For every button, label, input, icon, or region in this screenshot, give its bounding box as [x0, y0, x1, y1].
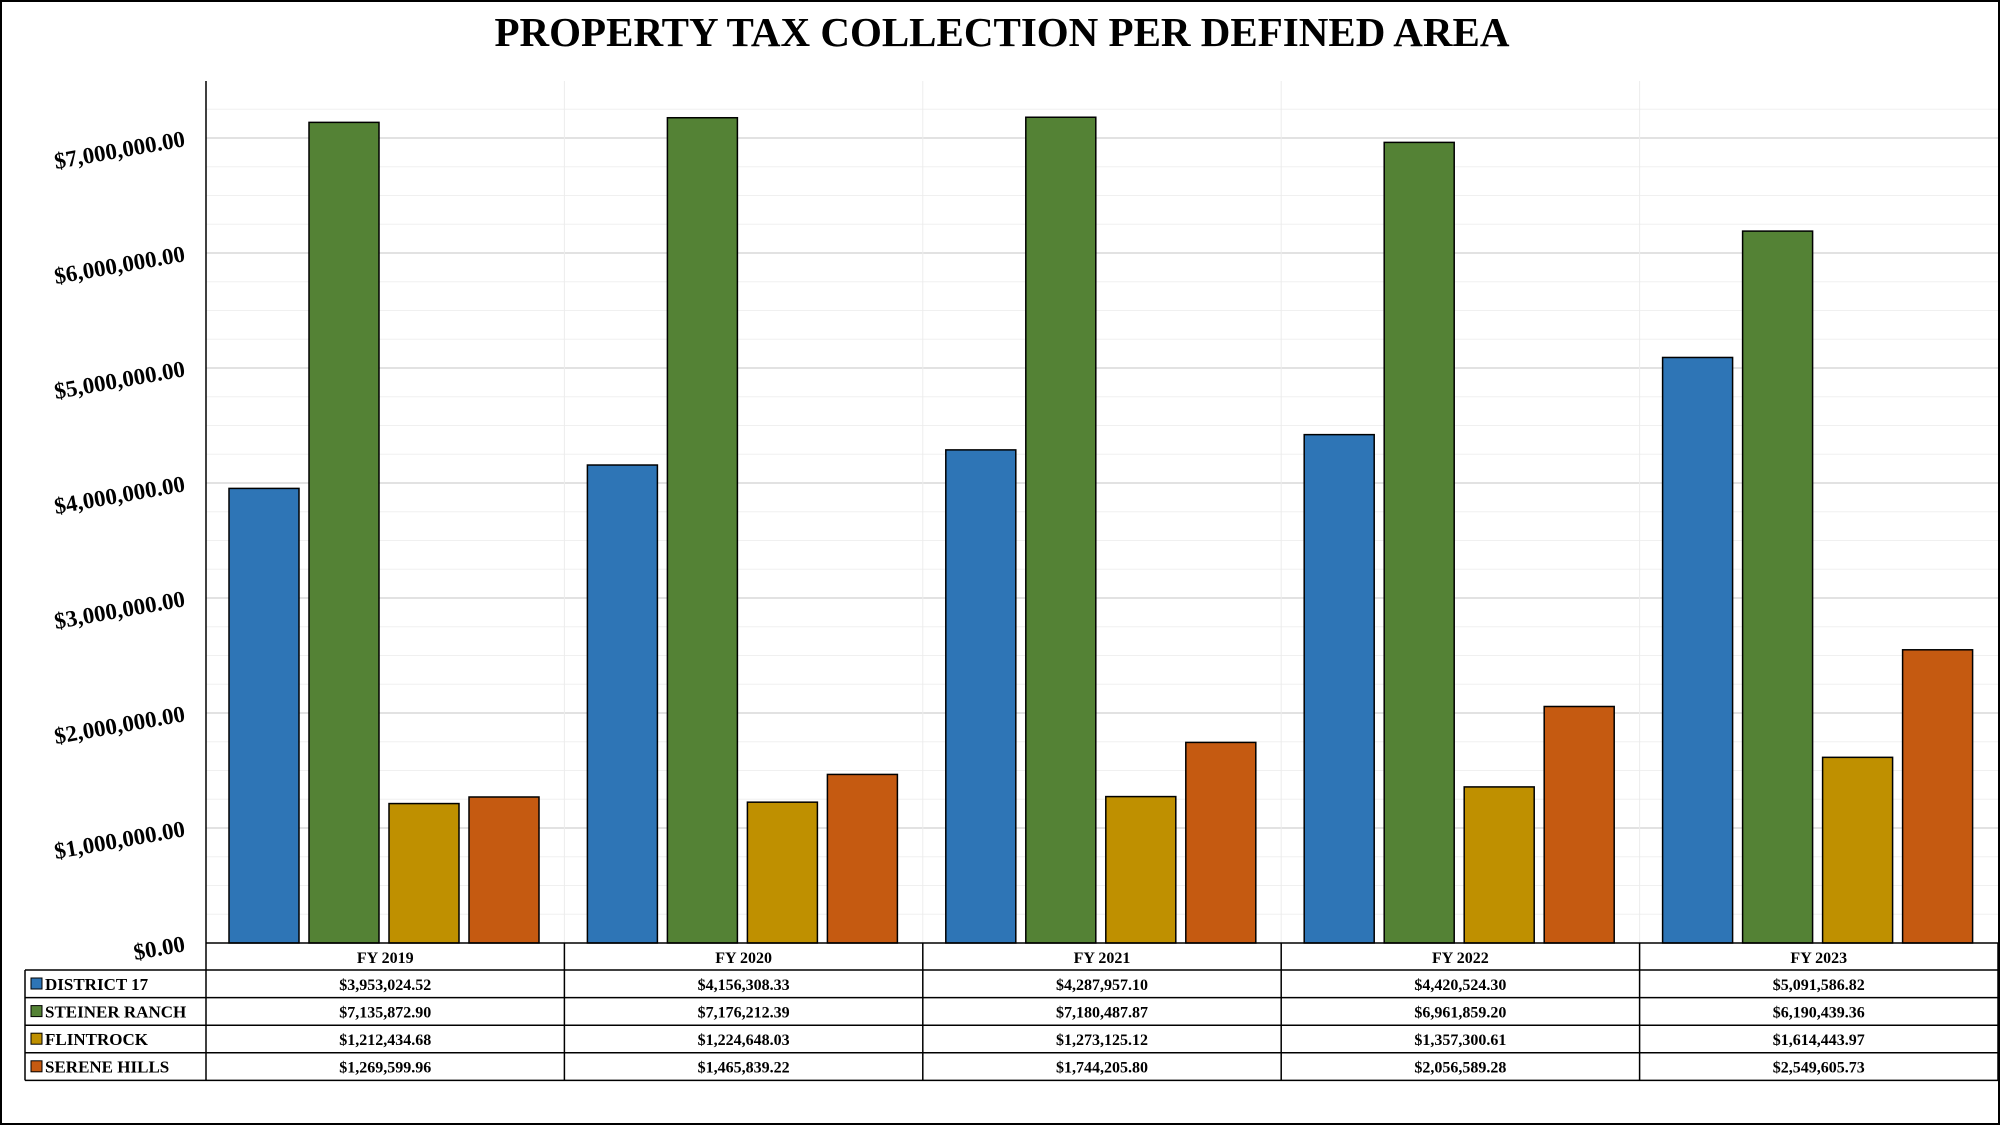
data-label: $7,135,872.90 — [339, 1004, 431, 1021]
bar — [1543, 705, 1615, 944]
legend-label: FLINTROCK — [45, 1030, 149, 1049]
y-tick-label: $5,000,000.00 — [52, 356, 187, 404]
bars — [228, 116, 1974, 944]
bar — [826, 773, 899, 944]
bar — [746, 801, 819, 944]
bar — [468, 796, 540, 944]
bar — [1303, 433, 1375, 944]
bar — [1383, 141, 1455, 944]
y-tick-label: $2,000,000.00 — [52, 701, 187, 749]
category-label: FY 2023 — [1790, 950, 1847, 967]
data-label: $1,224,648.03 — [698, 1032, 790, 1049]
bar — [666, 116, 739, 944]
bar — [388, 802, 460, 944]
data-label: $1,269,599.96 — [339, 1060, 431, 1077]
bar — [1025, 116, 1097, 944]
data-label: $6,961,859.20 — [1414, 1004, 1506, 1021]
category-label: FY 2021 — [1074, 950, 1131, 967]
category-label: FY 2022 — [1432, 950, 1489, 967]
data-label: $4,156,308.33 — [698, 977, 790, 994]
data-label: $4,287,957.10 — [1056, 977, 1148, 994]
bar — [1463, 786, 1535, 944]
data-label: $1,273,125.12 — [1056, 1032, 1148, 1049]
data-label: $1,212,434.68 — [339, 1032, 431, 1049]
data-label: $1,357,300.61 — [1414, 1032, 1506, 1049]
data-label: $6,190,439.36 — [1773, 1004, 1865, 1021]
y-axis: $0.00 $1,000,000.00 $2,000,000.00 $3,000,00… — [52, 81, 207, 965]
y-tick-label: $0.00 — [132, 931, 187, 965]
category-label: FY 2020 — [715, 950, 772, 967]
bar — [308, 121, 380, 944]
data-label: $2,549,605.73 — [1773, 1060, 1865, 1077]
bar — [228, 487, 300, 944]
legend-label: SERENE HILLS — [45, 1058, 169, 1077]
y-tick-label: $7,000,000.00 — [52, 126, 187, 174]
y-tick-label: $3,000,000.00 — [52, 586, 187, 634]
data-label: $7,180,487.87 — [1056, 1004, 1148, 1021]
chart-title: PROPERTY TAX COLLECTION PER DEFINED AREA — [494, 9, 1510, 55]
y-tick-label: $4,000,000.00 — [52, 471, 187, 519]
data-label: $5,091,586.82 — [1773, 977, 1865, 994]
bar — [1741, 230, 1814, 944]
data-label: $7,176,212.39 — [698, 1004, 790, 1021]
data-label: $1,744,205.80 — [1056, 1060, 1148, 1077]
bar — [1105, 795, 1177, 944]
bar — [945, 449, 1017, 944]
data-label: $1,614,443.97 — [1773, 1032, 1865, 1049]
legend-label: STEINER RANCH — [45, 1002, 186, 1021]
legend-key — [30, 1060, 43, 1073]
data-label: $3,953,024.52 — [339, 977, 431, 994]
bar — [1661, 356, 1734, 944]
legend-key — [30, 977, 43, 990]
bar — [1185, 741, 1257, 944]
data-label: $4,420,524.30 — [1414, 977, 1506, 994]
category-label: FY 2019 — [357, 950, 414, 967]
legend-label: DISTRICT 17 — [45, 975, 149, 994]
y-tick-label: $1,000,000.00 — [52, 816, 187, 864]
bar — [586, 464, 659, 944]
data-label: $1,465,839.22 — [698, 1060, 790, 1077]
data-table: FY 2019 FY 2020 FY 2021 FY 2022 FY 2023 DISTR… — [24, 942, 1999, 1082]
bar — [1821, 756, 1894, 944]
y-tick-label: $6,000,000.00 — [52, 241, 187, 289]
legend-key — [30, 1005, 43, 1018]
data-label: $2,056,589.28 — [1414, 1060, 1506, 1077]
legend-key — [30, 1032, 43, 1045]
bar — [1901, 649, 1974, 944]
